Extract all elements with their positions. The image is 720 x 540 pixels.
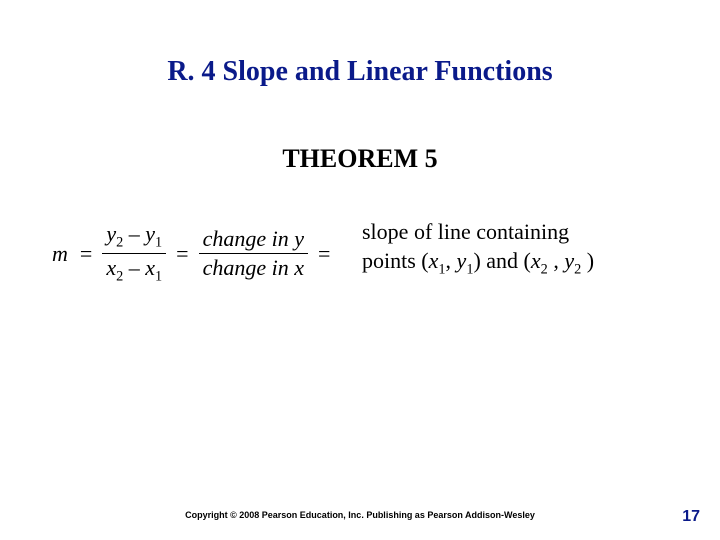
- theorem-heading: THEOREM 5: [0, 144, 720, 174]
- fraction-2: change in y change in x: [199, 227, 308, 280]
- x1: x1: [145, 255, 162, 280]
- y2: y2: [106, 221, 123, 246]
- fraction-1: y2 – y1 x2 – x1: [102, 222, 166, 285]
- equals-1: =: [80, 241, 92, 267]
- frac2-bar: [199, 253, 308, 254]
- y1: y1: [145, 221, 162, 246]
- equals-3: =: [318, 241, 330, 267]
- var-m: m: [52, 241, 68, 267]
- frac2-numerator: change in y: [199, 227, 308, 251]
- page-number: 17: [682, 508, 700, 526]
- x2: x2: [106, 255, 123, 280]
- equals-2: =: [176, 241, 188, 267]
- frac1-numerator: y2 – y1: [102, 222, 166, 251]
- formula: m = y2 – y1 x2 – x1 = change in y change…: [52, 222, 336, 285]
- frac1-denominator: x2 – x1: [102, 256, 166, 285]
- desc-line2: points (x1, y1) and (x2 , y2 ): [362, 248, 594, 273]
- description: slope of line containing points (x1, y1)…: [362, 218, 702, 279]
- copyright-text: Copyright © 2008 Pearson Education, Inc.…: [0, 510, 720, 520]
- page-title: R. 4 Slope and Linear Functions: [0, 56, 720, 88]
- slide: R. 4 Slope and Linear Functions THEOREM …: [0, 0, 720, 540]
- math-expression: m = y2 – y1 x2 – x1 = change in y change…: [52, 222, 336, 285]
- minus-2: –: [123, 255, 145, 280]
- minus-1: –: [123, 221, 145, 246]
- frac1-bar: [102, 253, 166, 254]
- frac2-denominator: change in x: [199, 256, 308, 280]
- desc-line1: slope of line containing: [362, 219, 569, 244]
